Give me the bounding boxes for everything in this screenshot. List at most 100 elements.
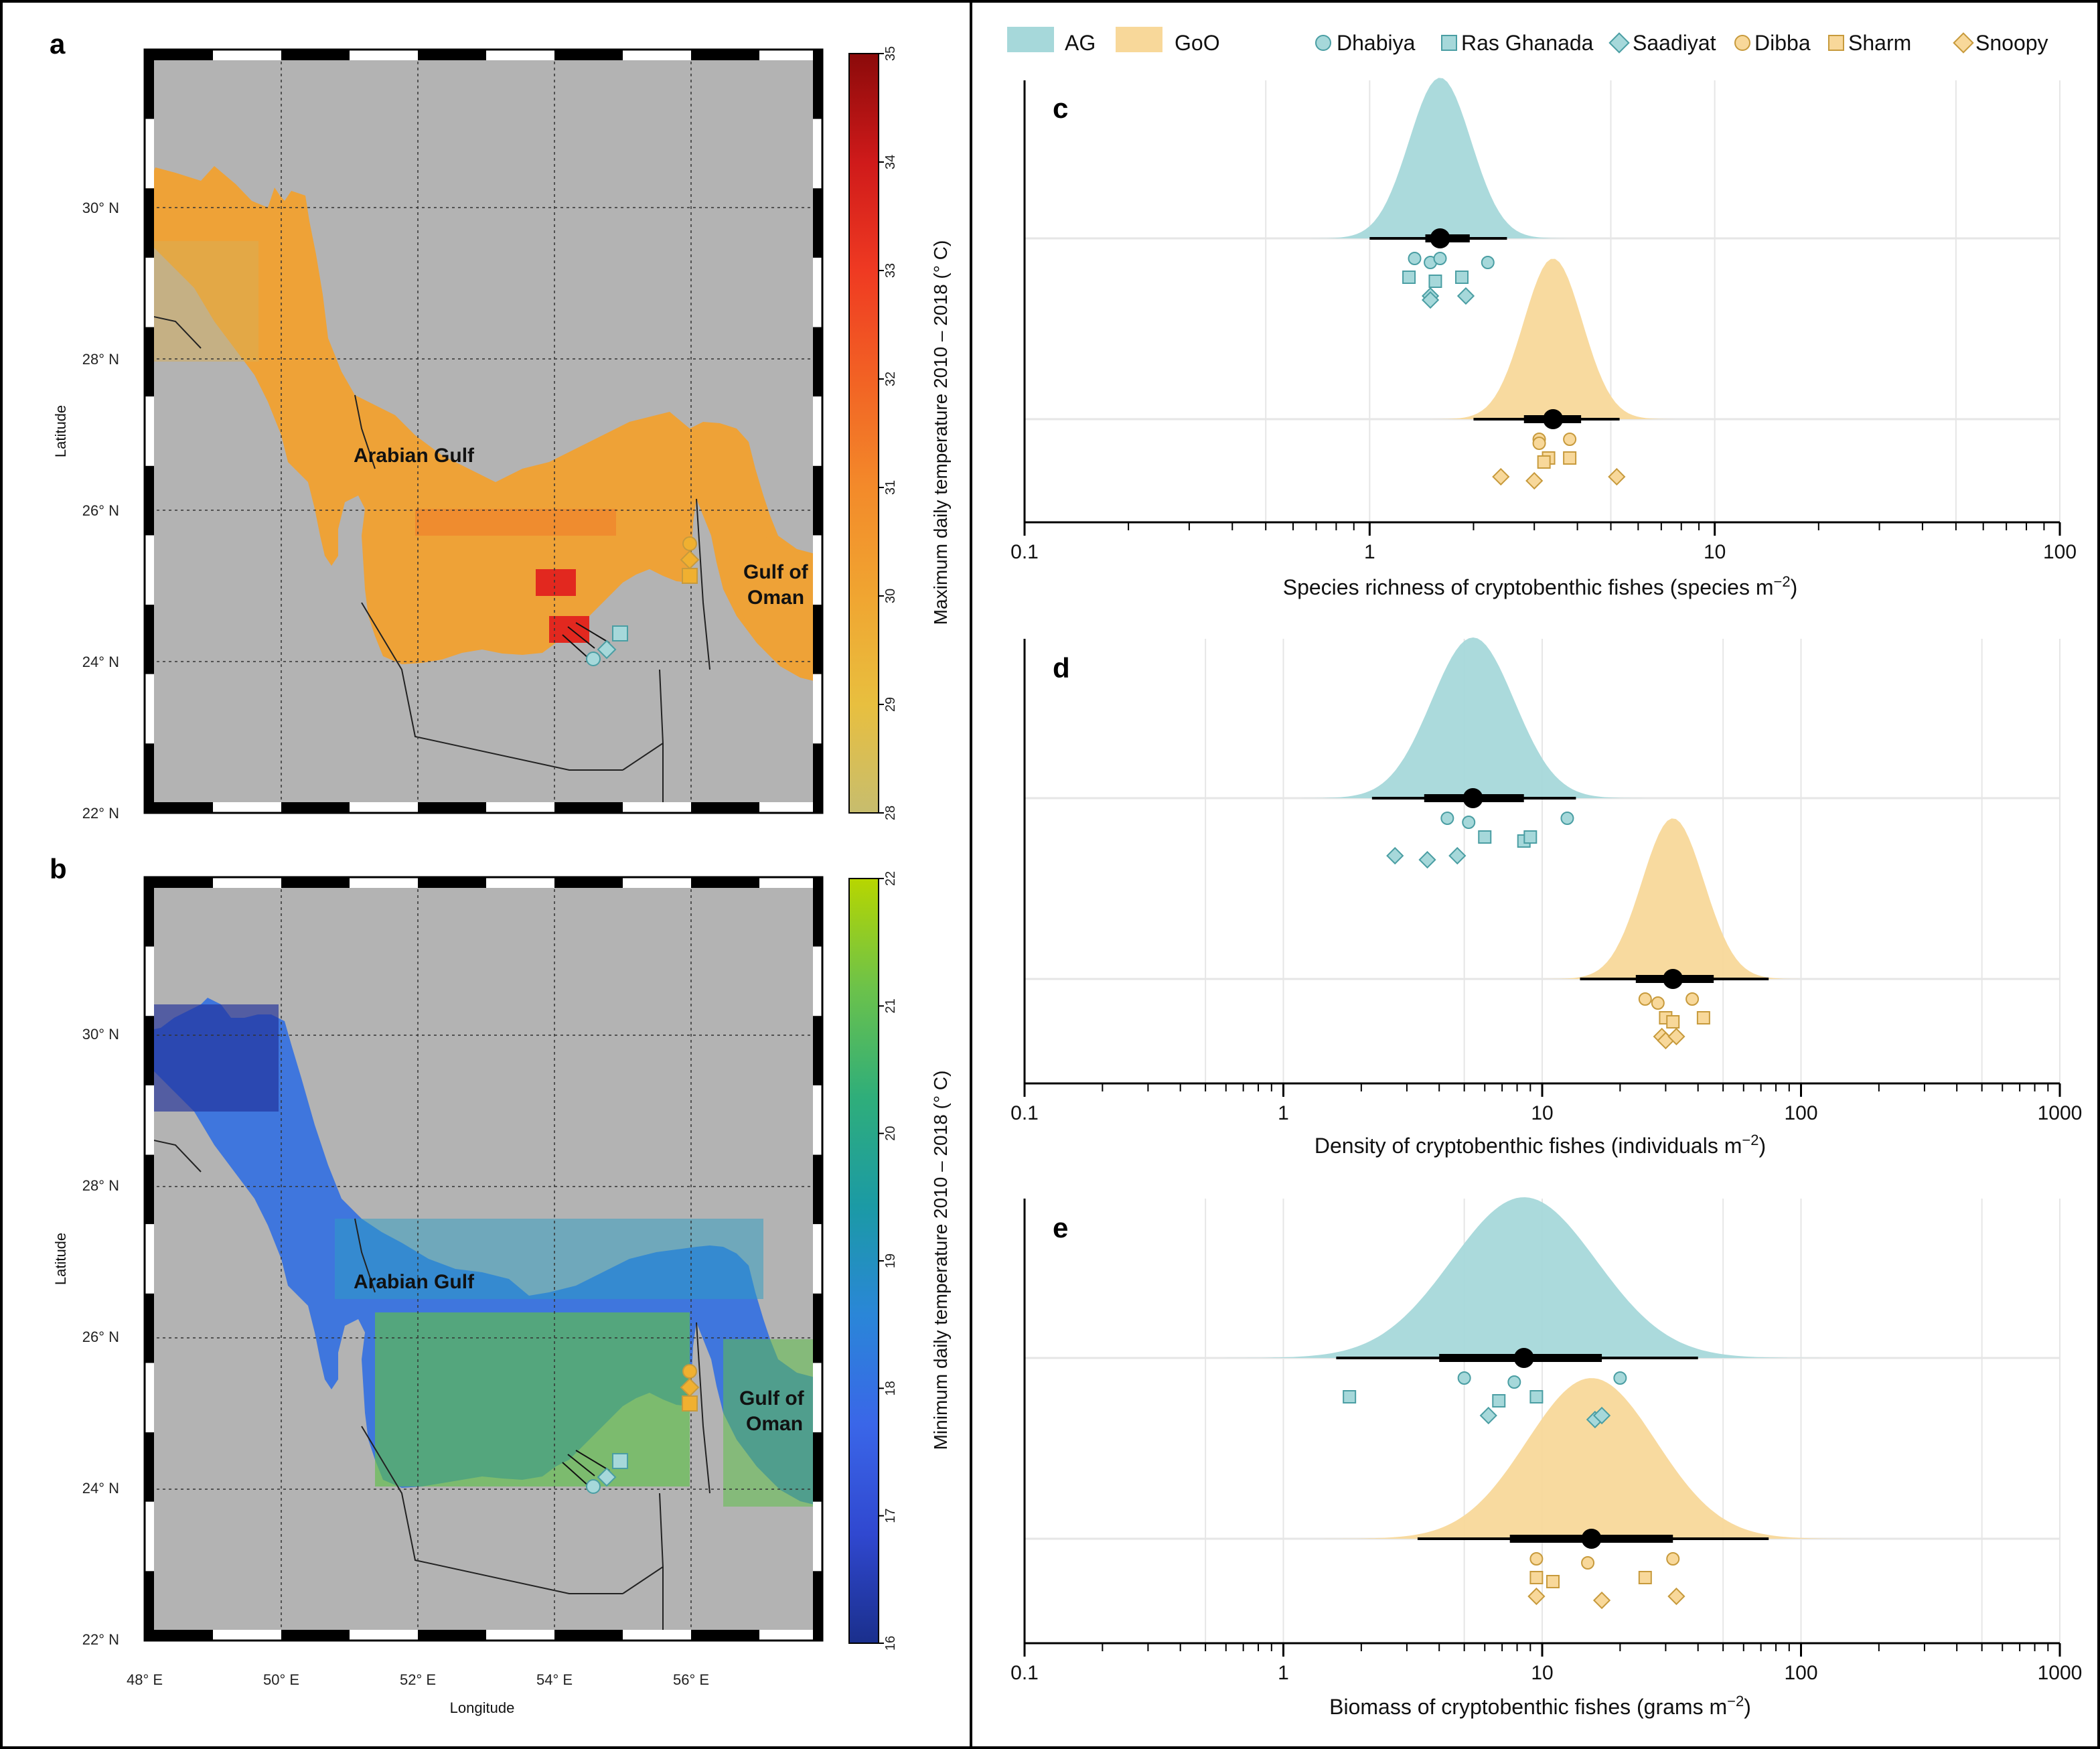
frame-tick	[691, 50, 759, 60]
site-point-ag-diamond	[1418, 850, 1436, 869]
map-b-lat-tick: 24° N	[82, 1480, 119, 1497]
panel-c-xlabel: Species richness of cryptobenthic fishes…	[1283, 573, 1798, 600]
x-tick-label: 100	[1784, 1662, 1817, 1684]
site-point-ag-diamond	[1386, 846, 1404, 865]
frame-tick	[691, 1630, 759, 1641]
site-point-goo-diamond	[1492, 467, 1510, 486]
site-point-ag-square	[1529, 1390, 1544, 1403]
frame-tick	[813, 535, 822, 605]
frame-tick	[145, 257, 154, 327]
site-point-ag-square	[1402, 271, 1416, 284]
panel-letter-a: a	[50, 28, 66, 60]
colorbar-tick-label: 29	[883, 697, 898, 712]
map-a-grid	[145, 50, 822, 813]
site-point-ag-circle	[1560, 812, 1574, 825]
site-point-ag-square	[1523, 830, 1538, 844]
frame-tick	[145, 674, 154, 744]
legend-marker-dhabiya	[1315, 35, 1331, 51]
map-b-dark-north	[145, 1004, 279, 1112]
map-b-lat-tick: 22° N	[82, 1631, 119, 1648]
x-tick-label: 1	[1278, 1662, 1289, 1684]
frame-tick	[813, 465, 822, 536]
site-point-ag-circle	[1481, 256, 1495, 269]
map-b-latitude-ticks: 30° N 28° N 26° N 24° N 22° N	[82, 1026, 119, 1648]
legend-marker-snoopy	[1953, 32, 1974, 54]
legend-site-markers	[1315, 32, 1974, 54]
map-a-lat-tick: 22° N	[82, 805, 119, 822]
site-point-ag-circle	[1507, 1375, 1521, 1389]
site-point-goo-circle	[1685, 992, 1700, 1006]
frame-tick	[623, 1630, 691, 1641]
frame-tick	[813, 1154, 822, 1225]
map-b-lon-tick: 48° E	[127, 1671, 163, 1688]
map-a-warm-band	[415, 509, 616, 536]
frame-tick	[486, 50, 554, 60]
site-point-goo-diamond	[1608, 467, 1626, 486]
site-point-ag-diamond	[1448, 846, 1467, 865]
site-point-ag-diamond	[1592, 1406, 1611, 1425]
frame-tick	[691, 877, 759, 888]
frame-tick	[813, 605, 822, 674]
site-point-ag-circle	[1433, 252, 1447, 265]
mean-point-goo	[1663, 969, 1683, 989]
map-a-site-markers	[562, 536, 700, 666]
dist-panel-d: d Density of cryptobenthic fishes (indiv…	[1010, 637, 2082, 1158]
frame-tick	[145, 1571, 154, 1641]
site-point-ag-square	[1478, 830, 1492, 844]
site-point-ag-circle	[1613, 1371, 1627, 1385]
site-point-goo-circle	[1651, 996, 1665, 1010]
map-a-arabian-gulf-label: Arabian Gulf	[354, 445, 475, 467]
x-tick-label: 10	[1704, 541, 1726, 563]
site-point-goo-circle	[1563, 433, 1577, 446]
frame-tick	[418, 1630, 486, 1641]
frame-tick	[813, 743, 822, 813]
site-point-ag-diamond	[1479, 1406, 1497, 1425]
map-b-oman-green	[723, 1339, 822, 1507]
frame-tick	[813, 877, 822, 947]
frame-tick	[418, 877, 486, 888]
map-b-gulf-of-oman-label-1: Gulf of	[739, 1387, 805, 1410]
site-marker-ras-ghanada	[612, 625, 628, 641]
legend-site-snoopy: Snoopy	[1975, 31, 2048, 55]
frame-tick	[145, 877, 154, 947]
frame-tick	[145, 1293, 154, 1363]
map-b-gulf-of-oman-label-2: Oman	[746, 1413, 803, 1435]
map-a-lat-tick: 26° N	[82, 502, 119, 519]
frame-tick	[486, 802, 554, 813]
frame-tick	[145, 1501, 154, 1572]
frame-tick	[145, 802, 213, 813]
legend-swatch-ag	[1007, 27, 1054, 52]
colorbar-tick-label: 18	[883, 1381, 898, 1395]
legend-label-ag: AG	[1065, 31, 1096, 55]
frame-tick	[813, 946, 822, 1016]
site-point-goo-diamond	[1667, 1587, 1685, 1606]
density-goo	[1025, 258, 2060, 419]
map-a-gulf-water	[145, 166, 822, 683]
map-b-grid	[145, 877, 822, 1641]
colorbar-b-title: Minimum daily temperature 2010 – 2018 (°…	[930, 1071, 951, 1450]
site-marker-saadiyat	[597, 1467, 617, 1487]
site-marker-dibba	[682, 1364, 697, 1379]
legend-marker-saadiyat	[1608, 32, 1630, 54]
frame-tick	[145, 535, 154, 605]
map-a-lat-tick: 30° N	[82, 200, 119, 216]
frame-tick	[759, 1630, 828, 1641]
legend-site-dhabiya: Dhabiya	[1337, 31, 1416, 55]
map-b-lon-tick: 50° E	[263, 1671, 299, 1688]
frame-tick	[623, 802, 691, 813]
colorbar-tick-label: 31	[883, 480, 898, 495]
legend: AG GoO Dhabiya Ras Ghanada Saadiyat Dibb…	[1007, 27, 2048, 55]
panel-d-xlabel: Density of cryptobenthic fishes (individ…	[1315, 1132, 1766, 1158]
colorbar-b-ticks: 22 21 20 19 18 17 16	[879, 871, 898, 1651]
map-b-lon-tick: 52° E	[400, 1671, 436, 1688]
site-point-goo-circle	[1581, 1556, 1595, 1570]
map-b-lat-tick: 30° N	[82, 1026, 119, 1043]
density-ag	[1025, 637, 2060, 798]
map-b-longitude-ticks: 48° E 50° E 52° E 54° E 56° E	[127, 1671, 709, 1688]
frame-tick	[554, 50, 623, 60]
map-b-south-band	[375, 1312, 690, 1487]
colorbar-a-ticks: 35 34 33 32 31 30 29 28	[879, 46, 898, 820]
frame-tick	[281, 802, 350, 813]
site-point-goo-circle	[1638, 992, 1652, 1006]
